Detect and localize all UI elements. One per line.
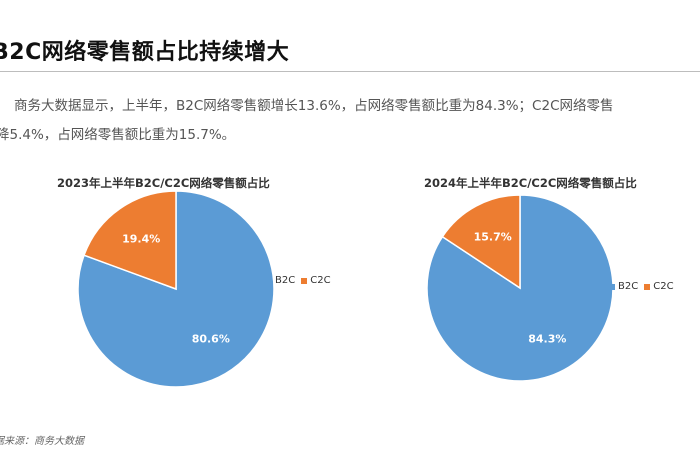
pie-chart-2024: 84.3% 15.7%	[426, 194, 614, 382]
legend-label-c2c: C2C	[653, 281, 674, 292]
data-label-c2c: 19.4%	[122, 233, 160, 246]
pie-chart-2023: 80.6% 19.4%	[77, 190, 275, 388]
pie-slice-c2c	[83, 190, 177, 291]
data-source-note: 据来源：商务大数据	[0, 436, 84, 447]
chart-2-title: 2024年上半年B2C/C2C网络零售额占比	[424, 176, 637, 190]
chart-1-legend: B2C C2C	[266, 275, 331, 286]
legend-label-c2c: C2C	[310, 275, 331, 286]
chart-1-title: 2023年上半年B2C/C2C网络零售额占比	[57, 176, 270, 190]
legend-item-c2c: C2C	[301, 275, 331, 286]
data-label-c2c: 15.7%	[474, 231, 512, 244]
legend-swatch-c2c	[301, 277, 308, 284]
chart-2-legend: B2C C2C	[609, 281, 674, 292]
title-divider	[0, 71, 700, 72]
legend-swatch-c2c	[644, 283, 651, 290]
intro-paragraph-line-1: 商务大数据显示，上半年，B2C网络零售额增长13.6%，占网络零售额比重为84.…	[14, 98, 614, 114]
legend-item-b2c: B2C	[266, 275, 295, 286]
legend-swatch-b2c	[266, 277, 272, 284]
pie-slice-c2c	[441, 194, 521, 290]
legend-item-c2c: C2C	[644, 281, 674, 292]
data-label-b2c: 80.6%	[192, 332, 230, 345]
data-label-b2c: 84.3%	[528, 332, 566, 345]
intro-paragraph-line-2: 降5.4%，占网络零售额比重为15.7%。	[0, 127, 236, 143]
legend-label-b2c: B2C	[275, 275, 296, 286]
legend-item-b2c: B2C	[609, 281, 638, 292]
page-title: B2C网络零售额占比持续增大	[0, 40, 290, 65]
legend-swatch-b2c	[609, 283, 615, 290]
legend-label-b2c: B2C	[618, 281, 639, 292]
